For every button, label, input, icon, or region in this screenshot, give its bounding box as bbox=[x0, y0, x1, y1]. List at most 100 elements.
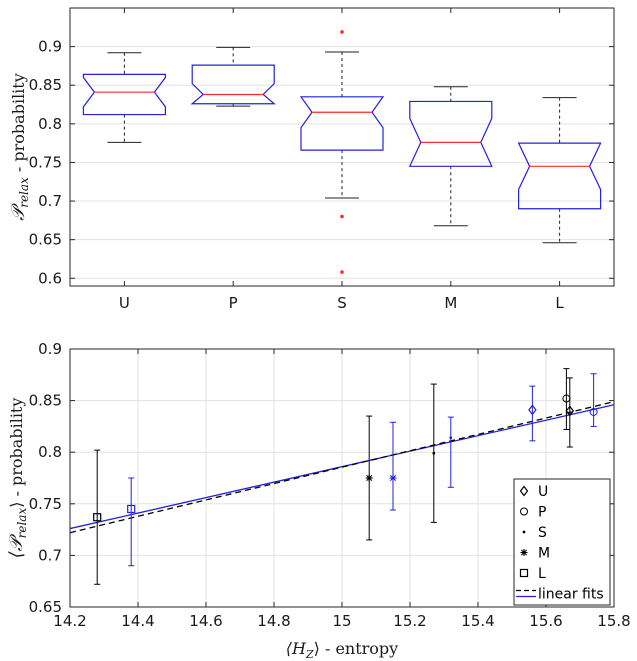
marker-star bbox=[520, 549, 528, 556]
x-tick-label: 15.2 bbox=[393, 612, 426, 630]
x-tick-label: 15.8 bbox=[597, 612, 630, 630]
x-tick-label: 15.6 bbox=[529, 612, 562, 630]
legend-label: P bbox=[538, 505, 546, 521]
outlier-point bbox=[340, 214, 344, 219]
marker-square bbox=[93, 513, 102, 522]
legend-box bbox=[513, 478, 611, 606]
y-tick-label: 0.75 bbox=[29, 495, 62, 513]
boxplot-panel: 0.6 0.65 0.7 0.75 0.8 0.85 0.9 U P S M L 𝒫relax - pr… bbox=[8, 7, 615, 312]
y-axis-label: 𝒫relax - probability bbox=[8, 73, 31, 221]
legend-item: P bbox=[520, 505, 546, 521]
y-tick-label: 0.8 bbox=[38, 115, 62, 133]
outlier-point bbox=[340, 30, 344, 34]
data-point-U bbox=[565, 377, 575, 448]
y-axis-label: ⟨𝒫relax⟩ - probability bbox=[6, 398, 29, 559]
data-point-P bbox=[562, 368, 571, 430]
linear-fit-dashed bbox=[69, 401, 615, 534]
star-stroke bbox=[366, 474, 373, 482]
x-tick-label: 14.6 bbox=[189, 612, 222, 630]
x-tick-label: P bbox=[229, 294, 238, 312]
marker-star bbox=[389, 474, 397, 482]
notched-box bbox=[408, 100, 493, 167]
legend-item: S bbox=[522, 525, 547, 541]
y-tick-label: 0.9 bbox=[38, 340, 62, 358]
box-M bbox=[408, 86, 493, 227]
data-point-M bbox=[389, 421, 397, 511]
legend-label: M bbox=[538, 546, 550, 562]
y-tick-label: 0.7 bbox=[38, 192, 62, 210]
axes-frame bbox=[69, 7, 615, 287]
y-tick-label: 0.6 bbox=[38, 269, 62, 287]
x-tick-label: L bbox=[555, 294, 564, 312]
x-axis-label-subscript: Z bbox=[305, 648, 314, 661]
star-stroke bbox=[520, 549, 528, 556]
box-U bbox=[82, 52, 166, 143]
x-axis-label-main: ⟨H bbox=[286, 639, 307, 658]
outlier-point bbox=[340, 270, 344, 274]
y-axis-label-text: - probability bbox=[9, 73, 28, 177]
scatter-panel: 0.65 0.7 0.75 0.8 0.85 0.9 14.2 14.4 14.6 14.8 15 1… bbox=[6, 340, 631, 661]
legend-item: L bbox=[519, 566, 546, 582]
marker-square bbox=[127, 504, 136, 514]
axes-frame bbox=[69, 348, 615, 608]
box-P bbox=[190, 46, 276, 107]
plot-area bbox=[70, 8, 614, 286]
marker-circle bbox=[562, 394, 571, 403]
notched-box bbox=[517, 142, 602, 210]
legend-item: M bbox=[520, 546, 550, 562]
y-tick-label: 0.75 bbox=[29, 153, 62, 171]
linear-fit-solid bbox=[69, 404, 615, 530]
legend-label: U bbox=[538, 484, 548, 500]
marker-dot bbox=[449, 436, 453, 440]
y-axis-label-subscript: relax bbox=[17, 177, 31, 208]
y-tick-label: 0.65 bbox=[29, 231, 62, 249]
marker-diamond bbox=[528, 404, 537, 416]
y-tick-label: 0.85 bbox=[29, 76, 62, 94]
marker-circle bbox=[520, 507, 528, 516]
x-tick-label: U bbox=[119, 294, 130, 312]
y-axis-label-subscript: relax bbox=[15, 508, 29, 539]
data-point-U bbox=[528, 385, 537, 442]
data-point-P bbox=[589, 373, 598, 427]
y-tick-label: 0.9 bbox=[38, 38, 62, 56]
star-stroke bbox=[389, 474, 397, 482]
marker-dot bbox=[432, 451, 436, 455]
data-point-S bbox=[447, 416, 454, 488]
y-tick-label: 0.65 bbox=[29, 598, 62, 616]
x-tick-label: S bbox=[337, 294, 347, 312]
marker-square bbox=[519, 568, 529, 578]
x-tick-label: 14.2 bbox=[53, 612, 86, 630]
legend-item: U bbox=[519, 484, 548, 500]
marker-diamond bbox=[519, 485, 529, 497]
x-axis-label-text: ⟩ - entropy bbox=[314, 639, 399, 658]
y-axis-label-main: ⟨𝒫 bbox=[6, 533, 27, 558]
notched-box bbox=[299, 96, 385, 151]
data-point-M bbox=[365, 415, 373, 541]
y-tick-label: 0.85 bbox=[29, 392, 62, 410]
marker-star bbox=[365, 474, 373, 482]
data-point-S bbox=[430, 383, 437, 523]
y-tick-label: 0.8 bbox=[38, 443, 62, 461]
x-tick-label: 14.8 bbox=[257, 612, 290, 630]
x-tick-label: 15 bbox=[332, 612, 351, 630]
marker-circle bbox=[589, 407, 598, 416]
notched-box bbox=[82, 73, 166, 116]
legend-label: linear fits bbox=[538, 587, 604, 603]
x-tick-label: M bbox=[444, 294, 457, 312]
legend-label: S bbox=[538, 525, 547, 541]
box-L bbox=[517, 97, 602, 244]
marker-diamond bbox=[565, 405, 575, 417]
data-point-L bbox=[127, 477, 136, 567]
notched-box bbox=[190, 64, 276, 105]
x-tick-label: 14.4 bbox=[121, 612, 154, 630]
y-axis-label-text: ⟩ - probability bbox=[7, 398, 26, 508]
x-tick-label: 15.4 bbox=[461, 612, 494, 630]
x-axis-label: ⟨HZ⟩ - entropy bbox=[286, 639, 398, 661]
legend-label: L bbox=[538, 566, 546, 582]
marker-dot bbox=[522, 530, 526, 534]
data-point-L bbox=[93, 449, 102, 585]
legend-item: linear fits bbox=[516, 587, 604, 603]
y-tick-label: 0.7 bbox=[38, 546, 62, 564]
